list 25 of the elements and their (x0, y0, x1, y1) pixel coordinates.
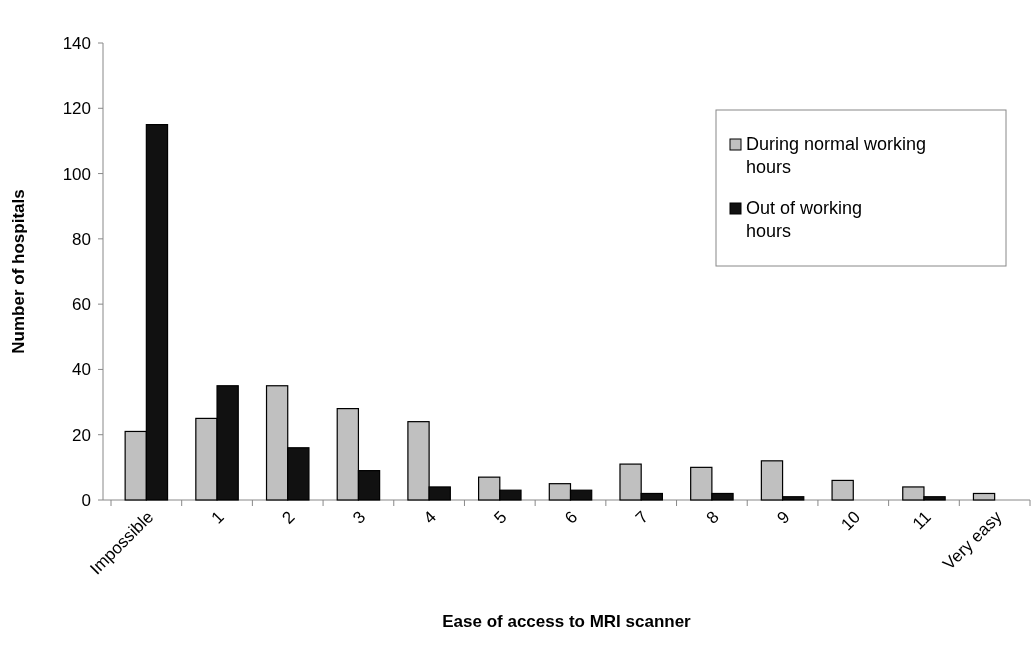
x-tick-label: 10 (837, 507, 865, 535)
y-tick-label: 40 (72, 360, 91, 380)
x-tick-label: 1 (207, 507, 228, 528)
x-tick-label: 7 (631, 507, 653, 528)
x-tick-label: 9 (773, 507, 794, 528)
x-tick-label: 5 (490, 507, 511, 528)
y-tick-label: 140 (62, 33, 91, 53)
legend-label: Out of working hours (746, 198, 863, 241)
x-tick-label: 2 (278, 507, 299, 528)
x-tick-label: 3 (349, 507, 370, 528)
y-tick-label: 0 (81, 490, 91, 510)
y-tick-label: 60 (72, 295, 91, 315)
y-tick-label: 80 (72, 229, 91, 249)
x-tick-label: 4 (419, 507, 440, 528)
x-tick-label: 11 (908, 507, 935, 534)
y-axis-title: Number of hospitals (9, 189, 28, 354)
x-tick-label: 8 (702, 507, 723, 528)
y-tick-label: 120 (62, 99, 91, 119)
legend-label: During normal working hours (746, 134, 927, 177)
bar (831, 479, 854, 501)
y-tick-label: 20 (72, 425, 91, 445)
x-axis-title: Ease of access to MRI scanner (442, 612, 692, 631)
y-tick-label: 100 (62, 164, 91, 184)
bar (972, 492, 996, 501)
x-tick-label: 6 (561, 507, 582, 528)
